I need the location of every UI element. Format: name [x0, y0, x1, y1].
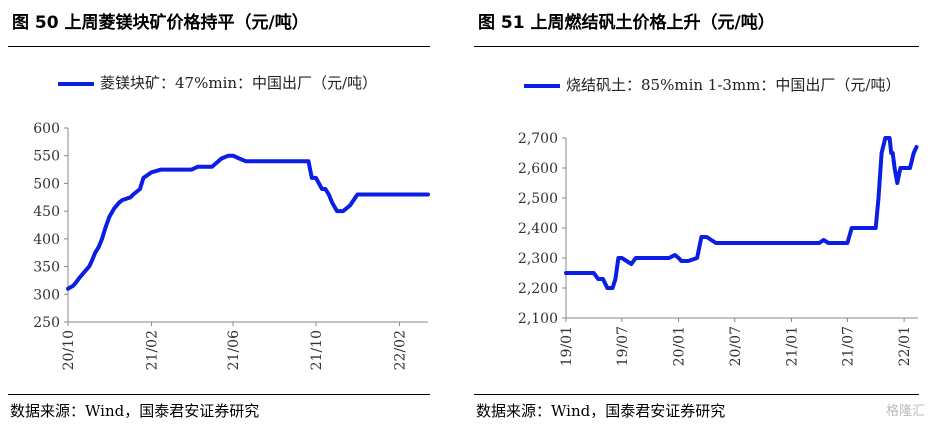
legend-label: 烧结矾土：85%min 1-3mm：中国出厂（元/吨） — [566, 76, 901, 94]
y-tick-label: 400 — [33, 232, 60, 248]
y-tick-label: 2,400 — [518, 221, 558, 237]
x-tick-label: 22/01 — [897, 326, 913, 366]
y-tick-label: 500 — [33, 176, 60, 192]
legend-label: 菱镁块矿：47%min：中国出厂（元/吨） — [100, 74, 378, 92]
title-divider — [474, 46, 919, 47]
x-tick-label: 21/07 — [840, 326, 856, 366]
x-tick-label: 19/07 — [615, 326, 631, 366]
x-tick-label: 20/01 — [672, 326, 688, 366]
y-tick-label: 2,200 — [518, 281, 558, 297]
y-tick-label: 2,500 — [518, 191, 558, 207]
x-tick-label: 20/07 — [728, 326, 744, 366]
x-tick-label: 21/10 — [309, 330, 325, 370]
chart-title: 图 50 上周菱镁块矿价格持平（元/吨） — [12, 13, 309, 33]
y-tick-label: 550 — [33, 149, 60, 165]
series-line — [564, 136, 919, 290]
legend-swatch — [524, 84, 560, 88]
y-tick-label: 250 — [33, 315, 60, 331]
y-tick-label: 600 — [33, 121, 60, 137]
watermark-logo: 格隆汇 — [885, 404, 925, 419]
chart-legend: 烧结矾土：85%min 1-3mm：中国出厂（元/吨） — [524, 72, 924, 98]
x-tick-label: 22/02 — [392, 330, 408, 370]
y-tick-label: 350 — [33, 260, 60, 276]
source-divider — [8, 394, 430, 395]
chart-panel-1: 图 50 上周菱镁块矿价格持平（元/吨） 菱镁块矿：47%min：中国出厂（元/… — [0, 0, 440, 426]
chart-title: 图 51 上周燃结矾土价格上升（元/吨） — [478, 13, 775, 33]
y-tick-label: 300 — [33, 287, 60, 303]
y-tick-label: 2,600 — [518, 161, 558, 177]
chart-legend: 菱镁块矿：47%min：中国出厂（元/吨） — [58, 72, 377, 93]
source-note: 数据来源：Wind，国泰君安证券研究 — [476, 402, 726, 420]
x-tick-label: 21/01 — [785, 326, 801, 366]
x-tick-label: 21/02 — [145, 330, 161, 370]
line-chart: 250 300 350 400 450 500 550 600 20/10 21/02 21/06 2… — [33, 121, 430, 370]
x-tick-label: 21/06 — [226, 330, 242, 370]
y-tick-label: 2,100 — [518, 311, 558, 327]
x-tick-label: 19/01 — [559, 326, 575, 366]
source-note: 数据来源：Wind，国泰君安证券研究 — [10, 402, 260, 420]
y-tick-label: 450 — [33, 204, 60, 220]
x-tick-label: 20/10 — [61, 330, 77, 370]
title-divider — [8, 46, 430, 47]
chart-panel-2: 图 51 上周燃结矾土价格上升（元/吨） 烧结矾土：85%min 1-3mm：中… — [466, 0, 929, 426]
y-tick-label: 2,300 — [518, 251, 558, 267]
source-divider — [474, 394, 919, 395]
line-chart: 2,100 2,200 2,300 2,400 2,500 2,600 2,700 19/01… — [518, 131, 919, 366]
legend-swatch — [58, 82, 94, 86]
y-tick-label: 2,700 — [518, 131, 558, 147]
series-line — [66, 153, 430, 291]
